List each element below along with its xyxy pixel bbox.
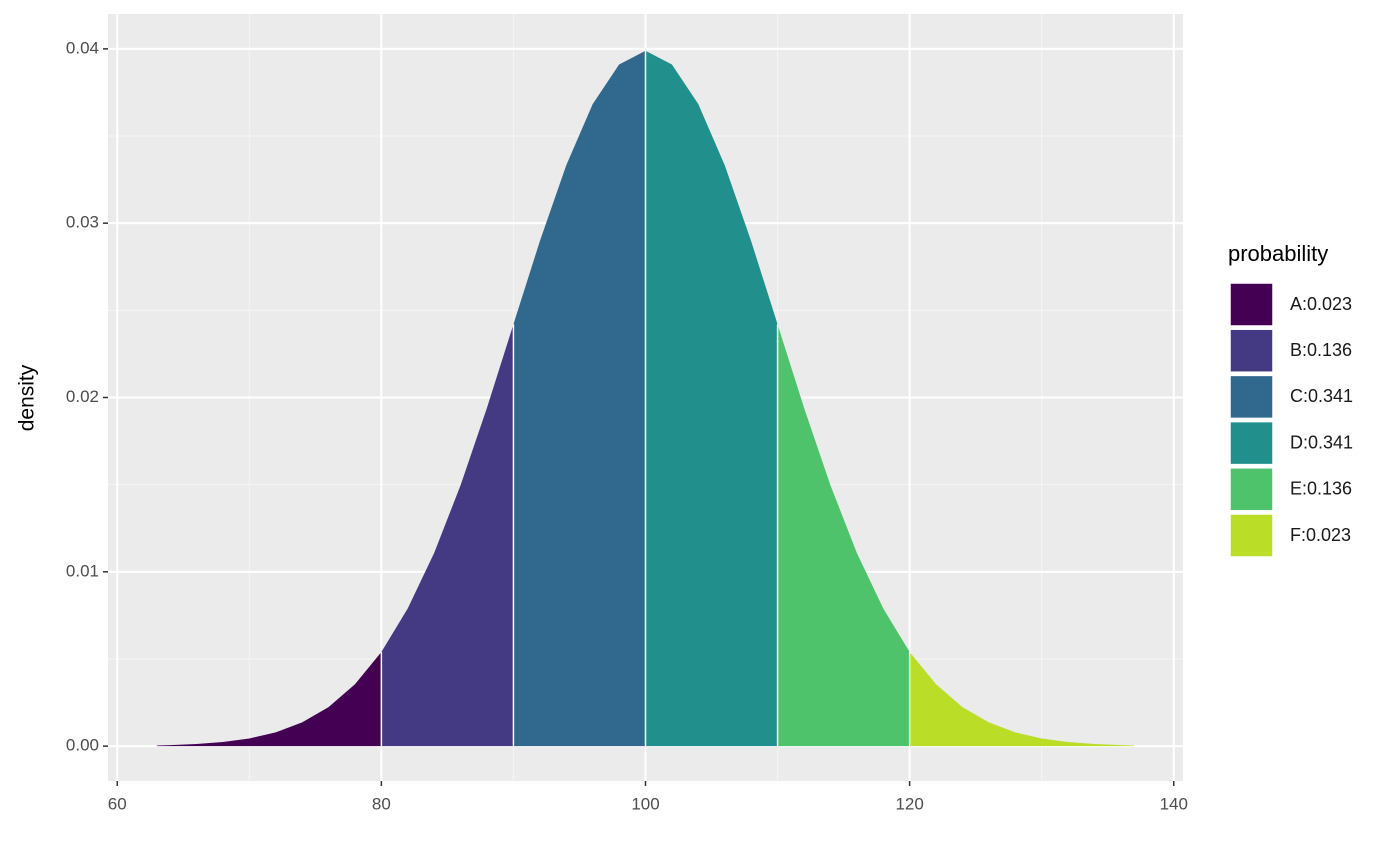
y-axis-title: density — [16, 364, 39, 431]
legend-label: B:0.136 — [1290, 340, 1352, 360]
legend-key — [1229, 328, 1274, 373]
y-tick-label: 0.01 — [66, 561, 99, 580]
legend-label: A:0.023 — [1290, 294, 1352, 314]
y-tick-label: 0.04 — [66, 38, 99, 57]
area-segment — [645, 50, 778, 747]
legend-label: E:0.136 — [1290, 479, 1352, 499]
legend-label: D:0.341 — [1290, 432, 1353, 452]
legend-label: F:0.023 — [1290, 525, 1351, 545]
legend-key — [1229, 513, 1274, 558]
x-tick-label: 80 — [372, 794, 391, 813]
legend-key — [1229, 467, 1274, 512]
y-tick-label: 0.03 — [66, 213, 99, 232]
x-tick-label: 140 — [1160, 794, 1188, 813]
area-segment — [156, 652, 382, 747]
x-tick-label: 120 — [895, 794, 923, 813]
area-segment — [777, 324, 910, 747]
y-tick-label: 0.00 — [66, 736, 99, 755]
legend-key — [1229, 374, 1274, 420]
areas — [156, 50, 1135, 747]
area-segment — [513, 50, 646, 747]
x-tick-label: 60 — [108, 794, 127, 813]
legend: A:0.023 B:0.136 C:0.341 D:0.341 E:0.136 F:0.0… — [1229, 282, 1353, 558]
axes: 60 80 100 120 140 0.00 0.01 0.02 0.03 0.04 — [66, 38, 1188, 813]
legend-title: probability — [1228, 241, 1328, 266]
x-tick-label: 100 — [631, 794, 659, 813]
area-segment — [381, 324, 514, 747]
area-segment — [909, 652, 1135, 747]
y-tick-label: 0.02 — [66, 387, 99, 406]
legend-key — [1229, 282, 1274, 327]
legend-key — [1229, 420, 1274, 466]
legend-label: C:0.341 — [1290, 386, 1353, 406]
